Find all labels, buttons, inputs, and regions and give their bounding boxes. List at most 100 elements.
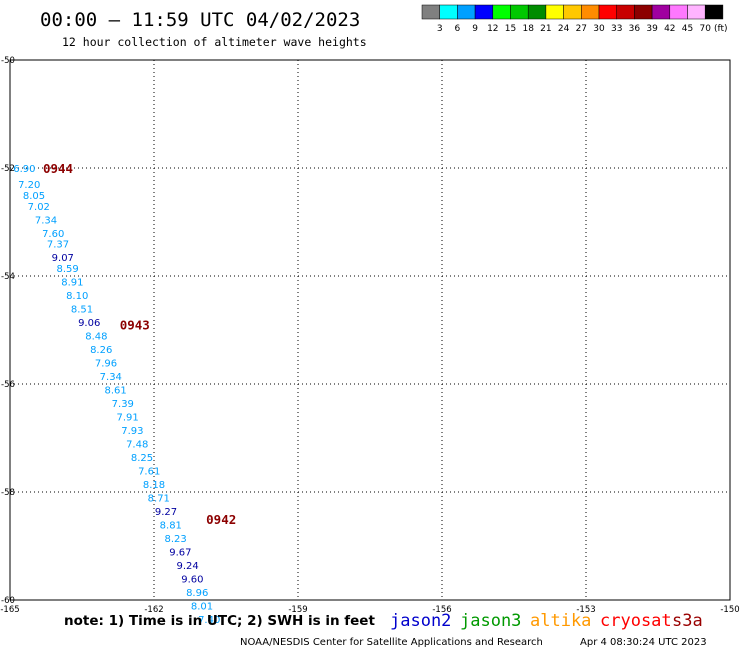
wave-height-label: 8.23 (164, 534, 186, 545)
wave-height-label: 7.91 (116, 412, 138, 423)
colorbar-tick-label: 39 (646, 24, 658, 34)
legend-jason3: jason3 (460, 611, 521, 631)
x-tick-label: -150 (720, 605, 739, 615)
colorbar-tick-label: 30 (593, 24, 605, 34)
colorbar-tick-label: 45 (682, 24, 693, 34)
colorbar-swatch (421, 4, 440, 20)
wave-height-label: 7.61 (138, 466, 160, 477)
wave-height-label: 9.60 (181, 574, 203, 585)
wave-height-label: 9.67 (169, 547, 191, 558)
wave-height-label: 8.48 (85, 331, 107, 342)
footer-credit: NOAA/NESDIS Center for Satellite Applica… (240, 637, 543, 648)
pass-time-label: 0944 (43, 161, 73, 176)
colorbar-swatch (492, 4, 511, 20)
colorbar-tick-label: 3 (437, 24, 443, 34)
x-tick-label: -159 (288, 605, 307, 615)
wave-height-label: 8.05 (23, 191, 45, 202)
wave-height-label: 8.26 (90, 345, 112, 356)
data-points: 6.90 7.208.057.02 7.34 7.607.37 9.078.59 8.91… (13, 164, 220, 626)
colorbar-swatch (474, 4, 494, 20)
chart-title: 00:00 – 11:59 UTC 04/02/2023 (40, 9, 360, 31)
colorbar-tick-label: 24 (558, 24, 570, 34)
colorbar-swatch (527, 4, 547, 20)
wave-height-label: 8.01 (191, 601, 213, 612)
wave-height-label: 7.02 (28, 202, 50, 213)
footer-timestamp: Apr 4 08:30:24 UTC 2023 (580, 637, 707, 648)
colorbar-tick-label: 42 (664, 24, 675, 34)
gridlines (10, 60, 730, 600)
x-tick-label: -165 (0, 605, 19, 615)
legend-jason2: jason2 (390, 611, 451, 631)
colorbar-tick-label: 70 (699, 24, 711, 34)
pass-time-label: 0942 (206, 512, 236, 527)
colorbar-swatch (687, 4, 706, 20)
wave-height-label: 7.48 (126, 439, 148, 450)
wave-height-label: 9.24 (176, 561, 198, 572)
y-tick-label: -50 (1, 56, 15, 66)
colorbar-swatch (581, 4, 600, 20)
wave-height-label: 8.59 (56, 264, 78, 275)
y-tick-label: -60 (1, 596, 15, 606)
x-tick-label: -162 (144, 605, 163, 615)
y-tick-label: -56 (1, 380, 15, 390)
colorbar-tick-label: 6 (455, 24, 461, 34)
wave-height-label: 7.34 (35, 215, 57, 226)
wave-height-label: 9.07 (52, 253, 74, 264)
colorbar-tick-label: 9 (472, 24, 478, 34)
colorbar-swatch (616, 4, 635, 20)
wave-height-label: 7.20 (18, 180, 40, 191)
legend-cryosat: cryosat (600, 611, 672, 631)
wave-height-label: 8.71 (148, 493, 170, 504)
satellite-legend: jason2 jason3 altika cryosat s3a (390, 611, 703, 631)
colorbar-tick-label: 33 (611, 24, 622, 34)
legend-altika: altika (530, 611, 591, 631)
legend-s3a: s3a (672, 611, 703, 631)
wave-height-label: 8.96 (186, 588, 208, 599)
wave-height-label: 7.39 (112, 399, 134, 410)
y-tick-label: -54 (1, 272, 15, 282)
colorbar-tick-label: 12 (487, 24, 498, 34)
wave-height-label: 7.96 (95, 358, 117, 369)
colorbar-swatch (510, 4, 529, 20)
plot-frame (9, 59, 731, 601)
colorbar-tick-label: 21 (540, 24, 551, 34)
colorbar-unit-label: (ft) (714, 24, 728, 34)
wave-height-label: 8.81 (160, 520, 182, 531)
wave-height-label: 8.18 (143, 480, 165, 491)
colorbar-swatch (634, 4, 653, 20)
colorbar-tick-label: 27 (576, 24, 587, 34)
colorbar: 3 6 9 12 15 18 21 24 27 30 33 36 39 42 45 70 (421, 4, 724, 34)
pass-time-label: 0943 (120, 318, 150, 333)
wave-height-label: 9.27 (155, 507, 177, 518)
colorbar-swatch (669, 4, 688, 20)
colorbar-tick-label: 18 (522, 24, 534, 34)
colorbar-swatch (598, 4, 617, 20)
wave-height-label: 8.25 (131, 453, 153, 464)
y-tick-label: -52 (1, 164, 15, 174)
colorbar-tick-label: 36 (629, 24, 641, 34)
chart-subtitle: 12 hour collection of altimeter wave hei… (62, 35, 367, 49)
wave-height-label: 8.61 (104, 385, 126, 396)
wave-height-label: 7.93 (121, 426, 143, 437)
time-labels: 0944 0943 0942 (43, 161, 236, 527)
wave-height-label: 8.10 (66, 291, 88, 302)
colorbar-swatch (563, 4, 582, 20)
wave-height-label: 7.34 (100, 372, 122, 383)
wave-height-label: 8.51 (71, 304, 93, 315)
colorbar-swatch (457, 4, 476, 20)
wave-height-label: 7.40 (198, 615, 220, 626)
colorbar-swatch (704, 4, 724, 20)
y-tick-label: -58 (1, 488, 15, 498)
x-tick-label: -156 (432, 605, 451, 615)
x-tick-label: -153 (576, 605, 595, 615)
axis-ticks: -165 -162 -159 -156 -153 -150 -50 -52 -54 -56 -58 -… (0, 56, 739, 615)
colorbar-tick-label: 15 (505, 24, 516, 34)
colorbar-swatch (545, 4, 564, 20)
colorbar-swatch (439, 4, 458, 20)
wave-height-label: 9.06 (78, 318, 100, 329)
wave-height-label: 7.37 (47, 240, 69, 251)
colorbar-swatch (651, 4, 671, 20)
wave-height-label: 8.91 (61, 277, 83, 288)
wave-height-label: 7.60 (42, 229, 64, 240)
